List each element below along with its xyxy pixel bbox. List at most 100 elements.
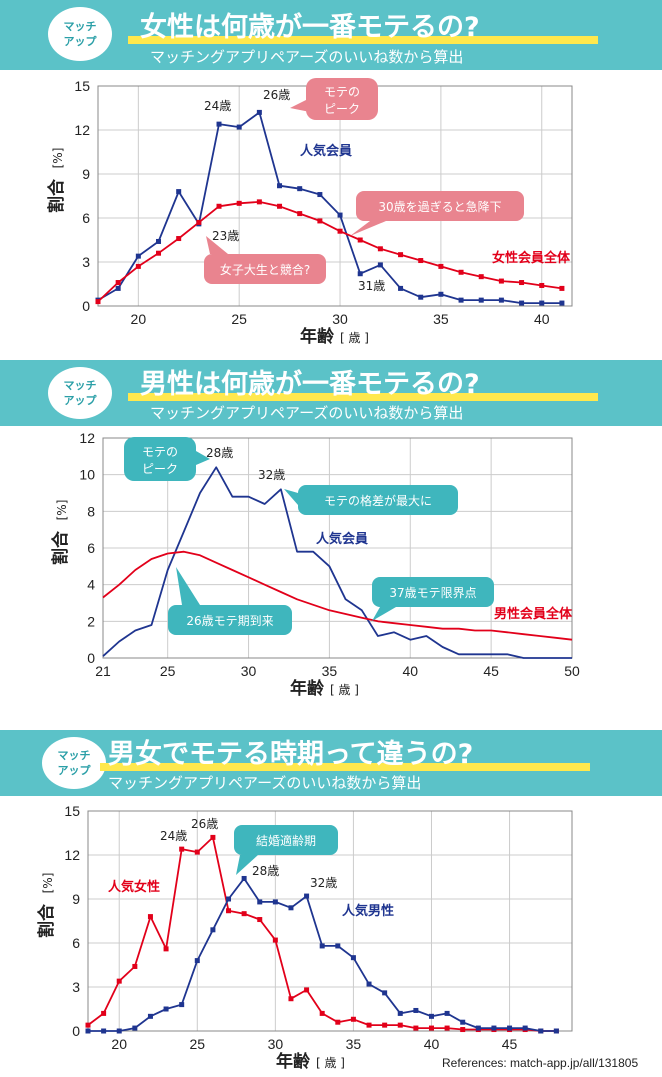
x-tick-label: 30	[241, 663, 257, 679]
series-1-point	[559, 300, 565, 306]
series-1-point	[236, 124, 242, 130]
series-2-point	[428, 1013, 434, 1019]
series-2-point	[444, 1010, 450, 1016]
series-1-point	[163, 946, 169, 952]
banner-subtitle: マッチングアプリペアーズのいいね数から算出	[150, 48, 463, 66]
series-2-point	[377, 246, 383, 252]
banner-subtitle: マッチングアプリペアーズのいいね数から算出	[150, 404, 463, 422]
series-2-point	[147, 1013, 153, 1019]
x-axis-unit: [ 歳 ]	[316, 1056, 345, 1070]
y-tick-label: 15	[64, 803, 80, 819]
series-1-point	[397, 1022, 403, 1028]
title-highlight	[128, 36, 598, 44]
series-1-point	[382, 1022, 388, 1028]
title-highlight	[100, 763, 590, 771]
series-1-point	[438, 291, 444, 297]
series-1-point	[272, 937, 278, 943]
x-tick-label: 40	[424, 1036, 440, 1052]
peak-bubble: モテの ピーク	[124, 437, 210, 481]
x-tick-label: 40	[402, 663, 418, 679]
badge: マッチ アップ	[48, 7, 112, 61]
y-axis-label: 割合	[50, 530, 71, 565]
series-1-point	[460, 1027, 466, 1033]
x-axis-unit: [ 歳 ]	[330, 683, 359, 697]
series-1-point	[226, 908, 232, 914]
series-2-point	[85, 1028, 91, 1034]
series-2-point	[350, 955, 356, 961]
y-tick-label: 2	[87, 613, 95, 629]
series-1-point	[210, 834, 216, 840]
y-tick-label: 9	[82, 166, 90, 182]
label-28: 28歳	[252, 864, 279, 878]
x-tick-label: 45	[502, 1036, 518, 1052]
gap-bubble-text: モテの格差が最大に	[324, 493, 432, 508]
series-2-point	[277, 203, 283, 209]
x-tick-label: 35	[346, 1036, 362, 1052]
series-2-point	[95, 299, 101, 305]
series-line-1	[97, 111, 562, 305]
series-1-point	[101, 1010, 107, 1016]
series-2-point	[272, 899, 278, 905]
series-2-point	[236, 200, 242, 206]
series-1-point	[357, 271, 363, 277]
series-1-point	[317, 192, 323, 198]
student-bubble: 女子大生と競合?	[204, 236, 326, 284]
series-2-point	[288, 905, 294, 911]
series-1-point	[458, 297, 464, 303]
series-label-women: 人気女性	[108, 879, 160, 895]
series-2-point	[507, 1025, 513, 1031]
x-tick-label: 25	[190, 1036, 206, 1052]
y-tick-label: 10	[79, 467, 95, 483]
banner-subtitle: マッチングアプリペアーズのいいね数から算出	[108, 774, 421, 792]
series-2-point	[460, 1019, 466, 1025]
series-2-point	[216, 203, 222, 209]
series-line-1	[102, 466, 572, 659]
label-24: 24歳	[160, 829, 187, 843]
y-axis-unit: [%]	[55, 500, 69, 521]
series-2-point	[304, 893, 310, 899]
series-line-2	[102, 550, 573, 641]
age37-bubble: 37歳モテ限界点	[372, 577, 494, 621]
series-2-point	[226, 896, 232, 902]
x-tick-label: 20	[131, 311, 147, 327]
y-tick-label: 0	[87, 650, 95, 666]
series-1-point	[366, 1022, 372, 1028]
series-1-point	[85, 1022, 91, 1028]
series-2-point	[256, 199, 262, 205]
series-2-point	[491, 1025, 497, 1031]
peak-bubble-line2: ピーク	[142, 462, 178, 476]
series-2-point	[163, 1006, 169, 1012]
peak-bubble-line1: モテの	[142, 445, 178, 459]
series-2-point	[257, 899, 263, 905]
x-tick-label: 25	[160, 663, 176, 679]
marriage-bubble: 結婚適齢期	[234, 825, 338, 875]
y-axis-unit: [%]	[41, 873, 55, 894]
peak-bubble-line2: ピーク	[324, 102, 360, 116]
x-axis-label: 年齢	[300, 326, 335, 347]
series-1-point	[498, 297, 504, 303]
label-32: 32歳	[258, 468, 285, 482]
series-2-point	[475, 1025, 481, 1031]
x-tick-label: 50	[564, 663, 580, 679]
age37-bubble-text: 37歳モテ限界点	[389, 586, 476, 600]
series-1-point	[418, 294, 424, 300]
series-2-point	[116, 1028, 122, 1034]
series-2-point	[317, 218, 323, 224]
series-2-point	[478, 274, 484, 280]
series-2-point	[498, 278, 504, 284]
series-2-point	[132, 1025, 138, 1031]
banner-title: 男性は何歳が一番モテるの?	[140, 368, 480, 400]
title-highlight	[128, 393, 598, 401]
series-label-all-men: 男性会員全体	[494, 606, 573, 622]
series-1-point	[539, 300, 545, 306]
series-2-point	[335, 943, 341, 949]
y-tick-label: 3	[82, 254, 90, 270]
series-label-all-women: 女性会員全体	[492, 250, 571, 266]
series-2-point	[337, 228, 343, 234]
age26-bubble: 26歳モテ期到来	[168, 567, 292, 635]
series-label-popular: 人気会員	[316, 531, 368, 547]
x-tick-label: 30	[268, 1036, 284, 1052]
plot-frame	[102, 437, 573, 659]
series-1-point	[304, 987, 310, 993]
y-tick-label: 6	[72, 935, 80, 951]
